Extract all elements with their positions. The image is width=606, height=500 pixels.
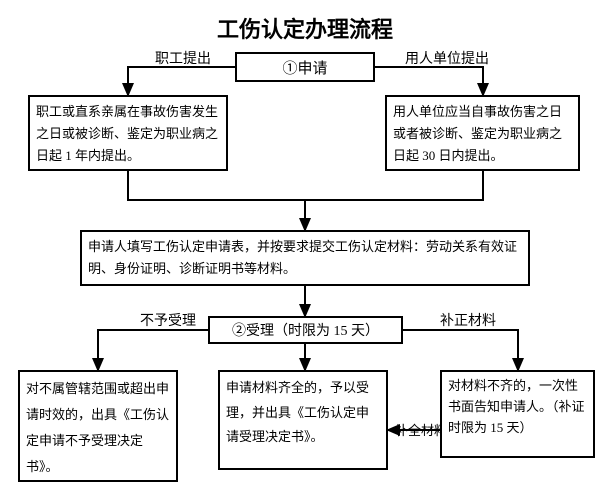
materials-box: 申请人填写工伤认定申请表，并按要求提交工伤认定材料：劳动关系有效证明、身份证明、… xyxy=(80,230,530,286)
employer-deadline-box: 用人单位应当自事故伤害之日或者被诊断、鉴定为职业病之日起 30 日内提出。 xyxy=(385,95,580,171)
supply-label: 补正材料 xyxy=(440,310,496,330)
step2-box: ②受理（时限为 15 天） xyxy=(208,316,403,344)
employee-deadline-box: 职工或直系亲属在事故伤害发生之日或被诊断、鉴定为职业病之日起 1 年内提出。 xyxy=(28,95,228,171)
step1-box: ①申请 xyxy=(235,52,375,82)
reject-decision-box: 对不属管辖范围或超出申请时效的，出具《工伤认定申请不予受理决定书》。 xyxy=(18,370,178,482)
accept-decision-box: 申请材料齐全的，予以受理，并出具《工伤认定申请受理决定书》。 xyxy=(218,370,388,470)
page-title: 工伤认定办理流程 xyxy=(200,12,410,44)
employee-submit-label: 职工提出 xyxy=(155,48,211,68)
reject-label: 不予受理 xyxy=(140,310,196,330)
supply-notice-box: 对材料不齐的，一次性书面告知申请人。（补证时限为 15 天） xyxy=(440,370,595,458)
employer-submit-label: 用人单位提出 xyxy=(405,48,489,68)
